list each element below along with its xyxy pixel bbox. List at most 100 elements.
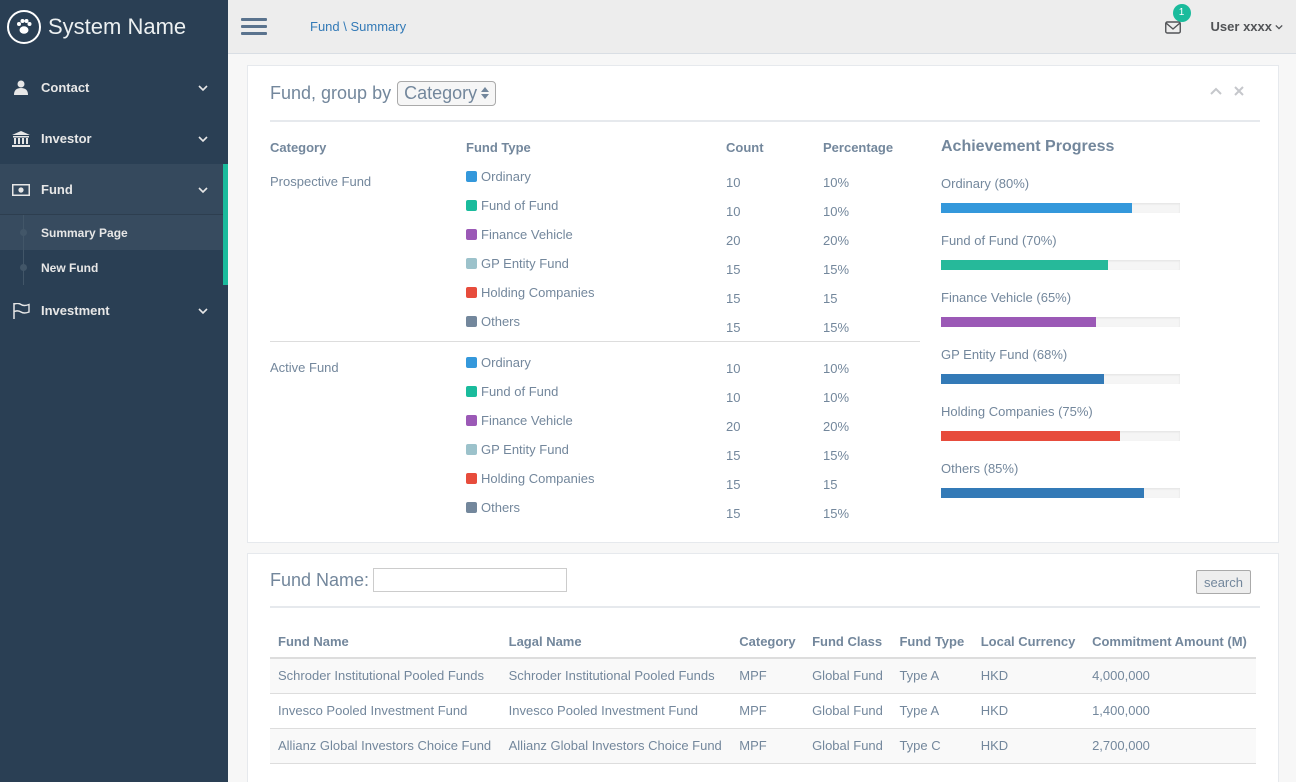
table-row[interactable]: Schroder Institutional Pooled Funds Schro…: [270, 658, 1256, 694]
fund-type-item: Others: [466, 500, 520, 515]
app-name: System Name: [48, 14, 187, 39]
collapse-icon[interactable]: [1210, 86, 1222, 98]
column-header[interactable]: Fund Name: [270, 626, 501, 659]
column-header[interactable]: Lagal Name: [500, 626, 732, 659]
category-label: Active Fund: [270, 360, 339, 375]
group-by-select[interactable]: Category: [397, 80, 497, 106]
table-cell: Schroder Institutional Pooled Funds: [270, 658, 501, 694]
mail-notification[interactable]: 1: [1164, 3, 1191, 37]
brand[interactable]: System Name: [0, 0, 228, 54]
fund-list-panel: Fund Name: search Fund Name Lagal Name Cat…: [247, 553, 1279, 782]
table-cell: Invesco Pooled Investment Fund: [500, 693, 732, 729]
notification-badge: 1: [1172, 3, 1191, 22]
sidebar-item-new-fund[interactable]: New Fund: [0, 250, 223, 285]
fund-type-label: GP Entity Fund: [481, 442, 569, 457]
fund-type-label: Fund of Fund: [481, 384, 559, 399]
fund-type-label: Holding Companies: [481, 471, 595, 486]
progress-label: Finance Vehicle (65%): [941, 290, 1072, 305]
fund-type-item: Holding Companies: [466, 471, 594, 486]
col-header-category: Category: [270, 140, 327, 155]
column-header[interactable]: Fund Type: [891, 626, 973, 659]
percentage-value: 15%: [823, 506, 850, 521]
sidebar-item-summary-page[interactable]: Summary Page: [0, 215, 223, 250]
percentage-value: 10%: [823, 390, 850, 405]
count-value: 20: [726, 419, 741, 434]
count-value: 15: [726, 506, 741, 521]
table-cell: HKD: [972, 728, 1085, 764]
achievement-title: Achievement Progress: [941, 138, 1115, 155]
table-cell: Global Fund: [804, 693, 892, 729]
fund-type-item: Fund of Fund: [466, 198, 558, 213]
progress-label: Holding Companies (75%): [941, 404, 1093, 419]
table-cell: MPF: [731, 728, 805, 764]
progress-label: Others (85%): [941, 461, 1019, 476]
fund-type-label: Holding Companies: [481, 285, 595, 300]
legend-swatch: [466, 444, 477, 455]
sidebar-item-label: New Fund: [41, 260, 99, 275]
side-nav: Contact Investor Fund Summary Page New F…: [0, 62, 228, 336]
percentage-value: 10%: [823, 175, 850, 190]
fund-type-label: Others: [481, 500, 521, 515]
table-cell: MPF: [731, 658, 805, 694]
table-cell: Invesco Pooled Investment Fund: [270, 693, 501, 729]
fund-type-item: Holding Companies: [466, 285, 594, 300]
sidebar-item-label: Contact: [41, 80, 90, 95]
fund-type-item: Fund of Fund: [466, 384, 558, 399]
bank-icon: [12, 130, 30, 148]
column-header[interactable]: Local Currency: [972, 626, 1085, 659]
fund-type-item: GP Entity Fund: [466, 256, 569, 271]
table-row[interactable]: Allianz Global Investors Choice Fund Alli…: [270, 728, 1256, 764]
user-menu[interactable]: User xxxx: [1211, 19, 1283, 34]
table-cell: Type A: [891, 658, 973, 694]
progress-bar: [941, 488, 1180, 498]
sidebar-item-investment[interactable]: Investment: [0, 285, 228, 336]
progress-label: Ordinary (80%): [941, 176, 1030, 191]
table-header-row: Fund Name Lagal Name Category Fund Class Fun…: [270, 626, 1256, 659]
progress-label: Fund of Fund (70%): [941, 233, 1057, 248]
column-header[interactable]: Fund Class: [804, 626, 892, 659]
legend-swatch: [466, 316, 477, 327]
progress-label: GP Entity Fund (68%): [941, 347, 1068, 362]
column-header[interactable]: Commitment Amount (M): [1084, 626, 1256, 659]
breadcrumb[interactable]: Fund \ Summary: [310, 19, 407, 34]
table-cell: Allianz Global Investors Choice Fund: [500, 728, 732, 764]
sidebar-item-label: Investor: [41, 131, 92, 146]
fund-type-label: Finance Vehicle: [481, 413, 573, 428]
menu-toggle-icon[interactable]: [241, 14, 267, 39]
fund-name-input[interactable]: [373, 568, 568, 592]
fund-type-item: Ordinary: [466, 355, 531, 370]
fund-type-item: GP Entity Fund: [466, 442, 569, 457]
table-row[interactable]: Invesco Pooled Investment Fund Invesco Po…: [270, 693, 1256, 729]
fund-type-item: Others: [466, 314, 520, 329]
legend-swatch: [466, 258, 477, 269]
table-cell: Type A: [891, 693, 973, 729]
percentage-value: 10%: [823, 204, 850, 219]
table-cell: HKD: [972, 658, 1085, 694]
fund-type-item: Finance Vehicle: [466, 413, 573, 428]
progress-fill: [941, 203, 1133, 213]
progress-fill: [941, 431, 1121, 441]
sidebar-item-fund[interactable]: Fund: [0, 164, 228, 215]
chevron-down-icon: [1275, 24, 1283, 30]
table-cell: MPF: [731, 693, 805, 729]
progress-bar: [941, 374, 1180, 384]
table-cell: Allianz Global Investors Choice Fund: [270, 728, 501, 764]
table-cell: Schroder Institutional Pooled Funds: [500, 658, 732, 694]
progress-fill: [941, 317, 1097, 327]
progress-bar: [941, 431, 1180, 441]
sidebar-item-investor[interactable]: Investor: [0, 113, 228, 164]
percentage-value: 15: [823, 477, 838, 492]
percentage-value: 20%: [823, 233, 850, 248]
sidebar-item-contact[interactable]: Contact: [0, 62, 228, 113]
column-header[interactable]: Category: [731, 626, 805, 659]
close-icon[interactable]: [1234, 86, 1244, 96]
user-icon: [12, 79, 30, 97]
chevron-down-icon: [198, 307, 208, 314]
percentage-value: 15: [823, 291, 838, 306]
fund-summary-panel: Fund, group by Category Category Fund Ty…: [247, 65, 1279, 543]
search-button[interactable]: search: [1195, 570, 1251, 594]
progress-fill: [941, 488, 1145, 498]
sort-arrows-icon: [481, 87, 490, 99]
count-value: 15: [726, 291, 741, 306]
progress-bar: [941, 317, 1180, 327]
